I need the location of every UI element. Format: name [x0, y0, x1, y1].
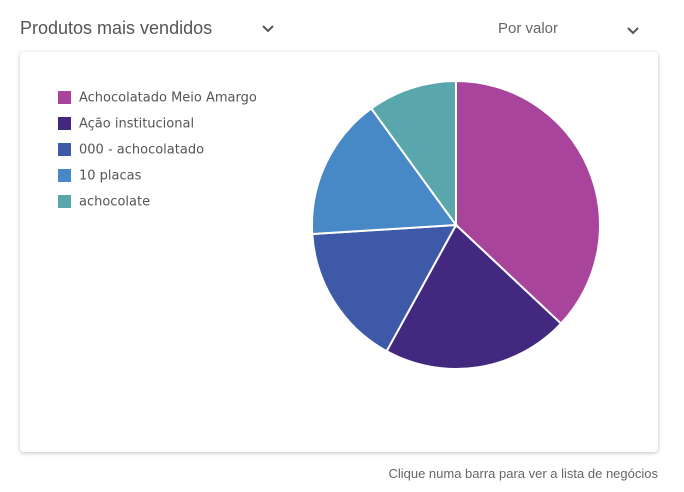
footer-hint: Clique numa barra para ver a lista de ne… — [388, 466, 658, 481]
legend-label: achocolate — [79, 195, 150, 210]
sort-dropdown[interactable]: Por valor — [498, 20, 559, 37]
legend-label: 10 placas — [79, 169, 142, 184]
pie-slice[interactable] — [369, 79, 457, 229]
legend-label: Achocolatado Meio Amargo — [79, 91, 257, 106]
legend-swatch — [58, 169, 71, 182]
pie-slice[interactable] — [385, 223, 563, 370]
chart: Achocolatado Meio Amargo Ação institucion… — [58, 79, 601, 370]
legend-swatch — [58, 91, 71, 104]
legend-swatch — [58, 143, 71, 156]
pie-slice[interactable] — [311, 223, 458, 353]
legend-swatch — [58, 117, 71, 130]
chart-card: Achocolatado Meio Amargo Ação institucion… — [20, 52, 658, 452]
title-chevron[interactable] — [261, 24, 275, 34]
legend-label: Ação institucional — [79, 117, 194, 132]
pie-slice[interactable] — [311, 107, 458, 236]
chart-title: Produtos mais vendidos — [20, 18, 213, 38]
pie-slice[interactable] — [455, 79, 601, 325]
dropdown-chevron[interactable] — [626, 26, 640, 36]
legend-swatch — [58, 195, 71, 208]
legend-label: 000 - achocolatado — [79, 143, 204, 158]
